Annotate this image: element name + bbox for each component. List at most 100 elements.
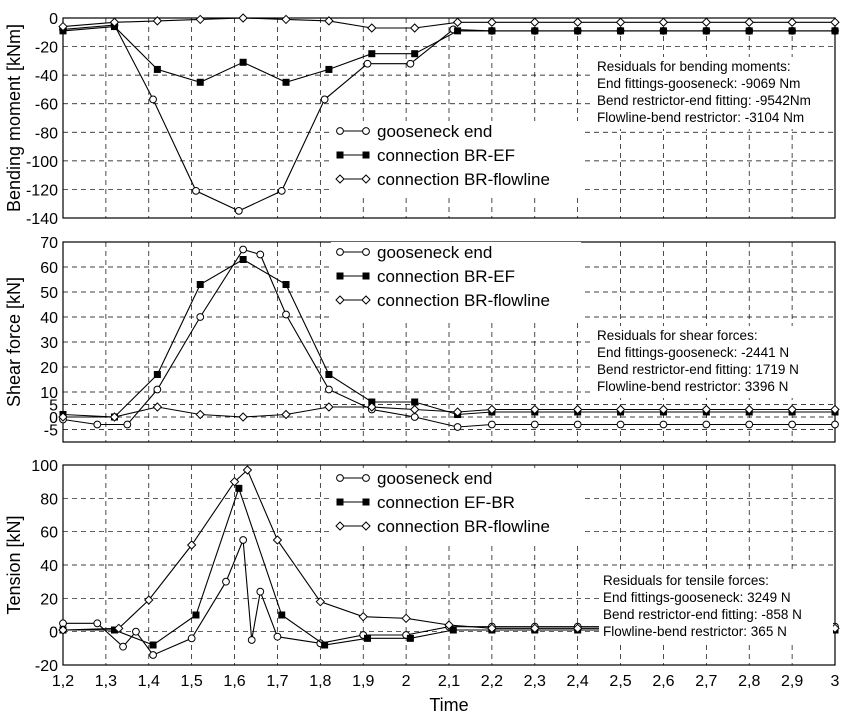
- data-point: [152, 402, 163, 412]
- data-point: [410, 413, 419, 421]
- data-point: [409, 23, 420, 33]
- data-point: [132, 627, 140, 636]
- x-tick-label: 2,6: [652, 673, 674, 690]
- x-tick-label: 3: [831, 673, 840, 690]
- data-point: [830, 404, 840, 415]
- legend-marker: [335, 295, 345, 305]
- data-point: [153, 371, 161, 378]
- y-tick-label: 10: [40, 385, 58, 402]
- data-point: [616, 420, 625, 429]
- data-point: [325, 385, 333, 394]
- y-tick-label: 80: [40, 491, 58, 508]
- legend-marker: [361, 521, 371, 531]
- data-point: [530, 17, 540, 27]
- data-point: [153, 65, 161, 73]
- data-point: [452, 17, 463, 27]
- data-point: [222, 577, 230, 586]
- legend-marker: [335, 174, 345, 184]
- data-point: [830, 17, 840, 27]
- data-point: [256, 587, 265, 596]
- annotation-line: End fittings-gooseneck: -9069 Nm: [597, 76, 800, 91]
- data-point: [238, 412, 248, 422]
- y-tick-label: -80: [35, 125, 58, 142]
- legend-marker: [361, 295, 371, 305]
- data-point: [530, 404, 540, 415]
- data-point: [788, 27, 796, 35]
- data-point: [531, 27, 539, 35]
- data-point: [277, 186, 286, 195]
- data-point: [58, 21, 68, 32]
- legend-marker: [336, 248, 344, 256]
- x-tick-label: 2,9: [781, 673, 803, 690]
- data-point: [192, 611, 200, 619]
- y-tick-label: 60: [40, 260, 58, 277]
- y-axis-label: Shear force [kN]: [4, 277, 24, 407]
- annotation-line: Residuals for bending moments:: [597, 59, 791, 74]
- legend-marker: [361, 174, 371, 184]
- data-point: [149, 95, 157, 104]
- residuals-annotation: Residuals for shear forces: End fittings-…: [593, 326, 833, 398]
- y-tick-label: -140: [26, 211, 58, 228]
- x-axis-label: Time: [429, 695, 468, 715]
- data-point: [787, 17, 797, 27]
- legend-marker: [362, 248, 370, 256]
- y-tick-label: 5: [49, 398, 58, 415]
- data-point: [93, 619, 102, 628]
- data-point: [123, 420, 132, 429]
- data-point: [358, 611, 368, 622]
- y-tick-label: 0: [49, 410, 58, 427]
- data-point: [617, 27, 625, 35]
- x-tick-label: 1,6: [223, 673, 245, 690]
- data-point: [325, 65, 333, 73]
- y-tick-label: 20: [40, 591, 58, 608]
- data-point: [701, 17, 712, 27]
- data-point: [58, 412, 68, 422]
- data-point: [234, 206, 243, 215]
- data-point: [282, 310, 290, 319]
- data-point: [745, 27, 753, 35]
- data-point: [239, 256, 247, 263]
- y-tick-label: -40: [35, 68, 58, 85]
- data-point: [487, 623, 497, 634]
- data-point: [452, 407, 463, 417]
- x-tick-label: 1,7: [266, 673, 288, 690]
- data-point: [196, 281, 204, 288]
- data-point: [93, 420, 102, 429]
- data-point: [444, 620, 454, 630]
- data-point: [152, 16, 163, 26]
- data-point: [239, 245, 248, 254]
- annotation-background: [599, 571, 833, 643]
- legend-marker: [336, 272, 344, 280]
- y-axis-label: Tension [kN]: [4, 515, 24, 614]
- annotation-line: Flowline-bend restrictor: 3396 N: [597, 379, 788, 394]
- data-point: [273, 632, 282, 641]
- legend-marker: [362, 127, 370, 135]
- legend-marker: [335, 521, 345, 531]
- data-point: [229, 476, 240, 487]
- data-point: [235, 484, 243, 492]
- data-point: [238, 13, 248, 23]
- y-tick-label: 40: [40, 310, 58, 327]
- residuals-annotation: Residuals for tensile forces: End fitting…: [599, 571, 833, 643]
- data-point: [702, 27, 710, 35]
- legend-marker: [362, 498, 370, 506]
- data-point: [247, 636, 256, 644]
- data-point: [195, 14, 205, 25]
- data-point: [239, 536, 248, 544]
- data-point: [530, 623, 540, 634]
- data-point: [149, 651, 157, 659]
- data-point: [488, 27, 496, 35]
- y-tick-label: 70: [40, 235, 58, 252]
- data-point: [186, 540, 197, 550]
- data-point: [454, 27, 462, 35]
- y-tick-label: 30: [40, 335, 58, 352]
- data-point: [282, 78, 290, 86]
- annotation-line: Residuals for shear forces:: [597, 328, 758, 343]
- data-point: [114, 623, 124, 634]
- x-tick-label: 1,5: [181, 673, 203, 690]
- x-tick-label: 2,1: [438, 673, 460, 690]
- data-point: [321, 641, 329, 649]
- data-point: [367, 402, 377, 412]
